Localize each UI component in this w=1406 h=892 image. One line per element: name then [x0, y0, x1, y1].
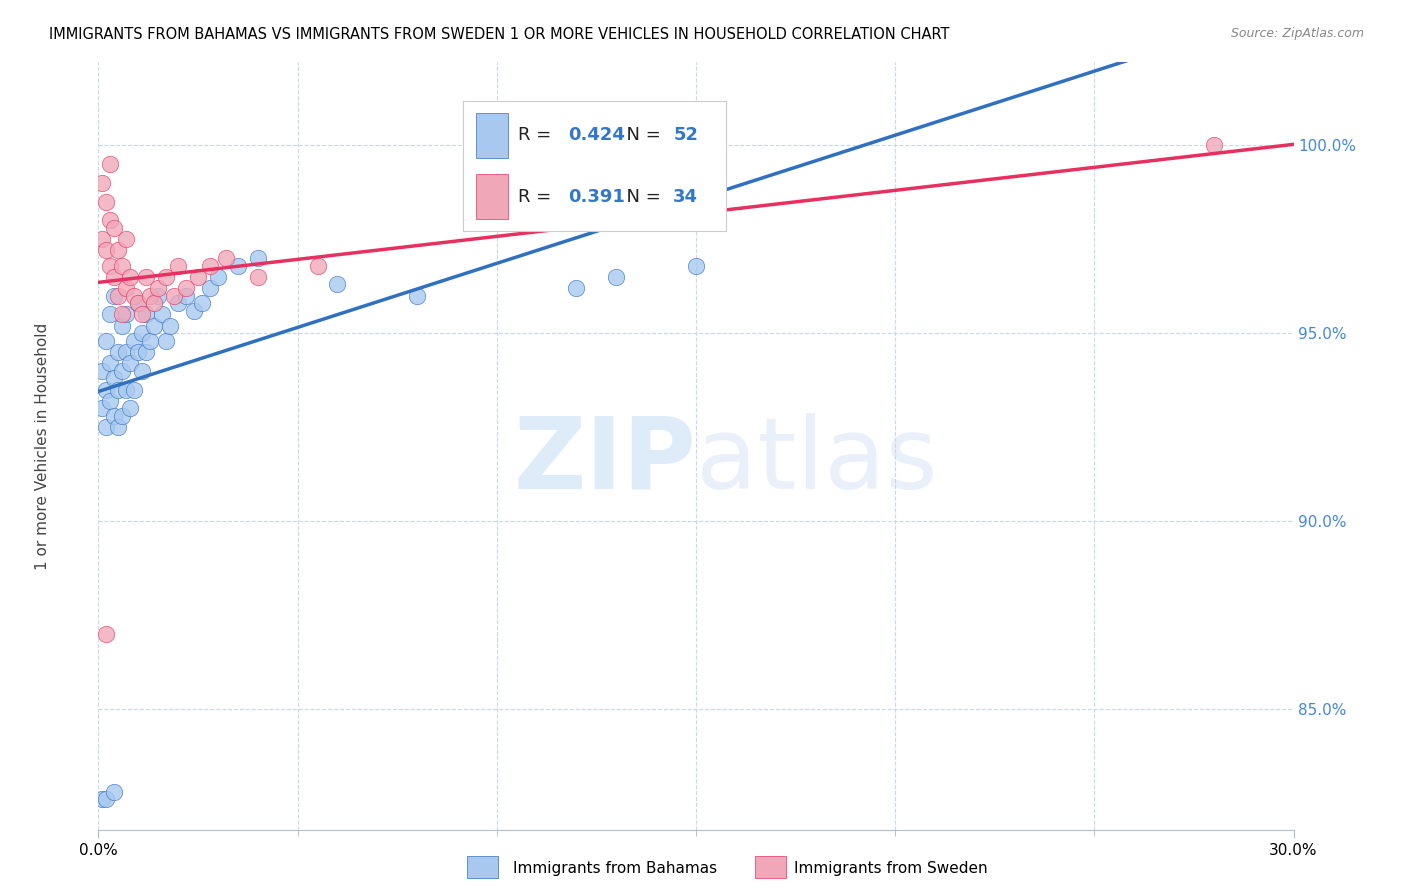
Point	[98, 259, 122, 273]
Point	[96, 792, 118, 806]
Point	[150, 307, 173, 321]
Point	[96, 194, 118, 209]
Point	[135, 307, 157, 321]
Point	[187, 269, 209, 284]
Point	[115, 281, 138, 295]
Point	[98, 157, 122, 171]
Point	[131, 326, 153, 341]
Point	[111, 318, 134, 333]
Text: atlas: atlas	[696, 413, 938, 510]
Point	[143, 296, 166, 310]
Point	[115, 345, 138, 359]
Point	[103, 785, 125, 799]
Point	[183, 303, 205, 318]
Point	[605, 269, 627, 284]
Point	[98, 393, 122, 408]
Point	[174, 281, 197, 295]
Point	[685, 259, 707, 273]
Point	[139, 334, 162, 348]
Point	[107, 345, 129, 359]
Point	[131, 307, 153, 321]
Point	[98, 213, 122, 227]
Point	[148, 281, 170, 295]
Point	[103, 409, 125, 423]
Point	[107, 244, 129, 258]
Point	[111, 409, 134, 423]
FancyBboxPatch shape	[755, 856, 786, 878]
Point	[155, 334, 177, 348]
Point	[91, 792, 114, 806]
Point	[120, 401, 142, 416]
Point	[127, 296, 149, 310]
Point	[198, 259, 221, 273]
Point	[198, 281, 221, 295]
Text: Immigrants from Sweden: Immigrants from Sweden	[794, 862, 988, 876]
Point	[103, 371, 125, 385]
Point	[120, 269, 142, 284]
Point	[96, 627, 118, 641]
Point	[139, 288, 162, 302]
Point	[131, 364, 153, 378]
Text: ZIP: ZIP	[513, 413, 696, 510]
Point	[124, 288, 146, 302]
Point	[107, 288, 129, 302]
Point	[96, 383, 118, 397]
Point	[246, 251, 269, 265]
Point	[115, 307, 138, 321]
Point	[115, 232, 138, 246]
Point	[103, 288, 125, 302]
Point	[120, 356, 142, 370]
Point	[124, 334, 146, 348]
Point	[96, 334, 118, 348]
Point	[107, 383, 129, 397]
Point	[155, 269, 177, 284]
Point	[174, 288, 197, 302]
Point	[1202, 138, 1225, 153]
FancyBboxPatch shape	[467, 856, 498, 878]
Point	[565, 281, 588, 295]
Point	[246, 269, 269, 284]
Point	[127, 296, 149, 310]
Point	[226, 259, 249, 273]
Point	[111, 307, 134, 321]
Point	[91, 176, 114, 190]
Point	[103, 220, 125, 235]
Point	[98, 307, 122, 321]
Y-axis label: 1 or more Vehicles in Household: 1 or more Vehicles in Household	[35, 322, 49, 570]
Point	[167, 296, 190, 310]
Point	[135, 269, 157, 284]
Text: Source: ZipAtlas.com: Source: ZipAtlas.com	[1230, 27, 1364, 40]
Point	[124, 383, 146, 397]
Text: IMMIGRANTS FROM BAHAMAS VS IMMIGRANTS FROM SWEDEN 1 OR MORE VEHICLES IN HOUSEHOL: IMMIGRANTS FROM BAHAMAS VS IMMIGRANTS FR…	[49, 27, 949, 42]
Point	[143, 318, 166, 333]
Point	[148, 288, 170, 302]
Point	[91, 364, 114, 378]
Point	[91, 401, 114, 416]
Point	[91, 232, 114, 246]
Point	[111, 364, 134, 378]
Point	[127, 345, 149, 359]
Point	[215, 251, 238, 265]
Point	[135, 345, 157, 359]
Point	[159, 318, 181, 333]
Point	[326, 277, 349, 292]
Point	[96, 244, 118, 258]
Text: Immigrants from Bahamas: Immigrants from Bahamas	[513, 862, 717, 876]
Point	[307, 259, 329, 273]
Point	[167, 259, 190, 273]
Point	[107, 420, 129, 434]
Point	[163, 288, 186, 302]
Point	[103, 269, 125, 284]
Point	[207, 269, 229, 284]
Point	[98, 356, 122, 370]
Point	[111, 259, 134, 273]
Point	[406, 288, 429, 302]
Point	[191, 296, 214, 310]
Point	[115, 383, 138, 397]
Point	[96, 420, 118, 434]
